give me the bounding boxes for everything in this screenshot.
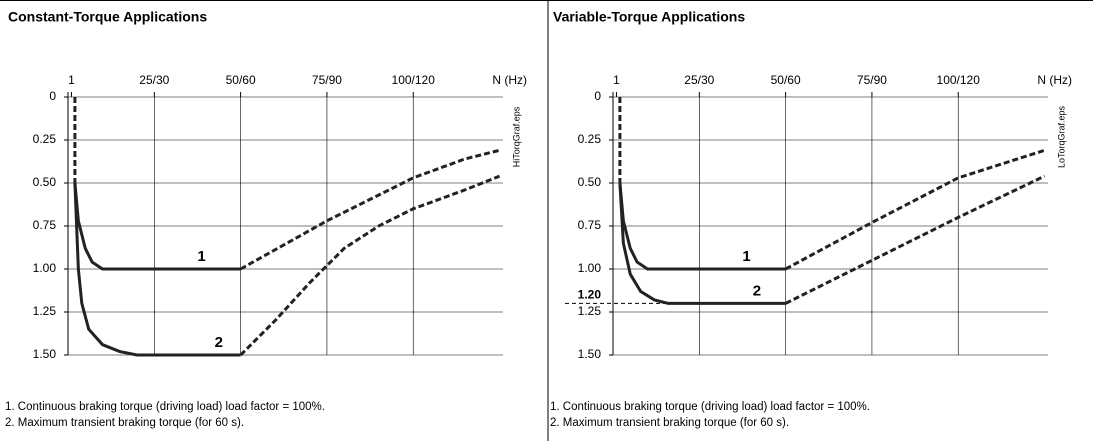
x-axis-label: N (Hz) xyxy=(1037,73,1072,87)
x-tick-label: 50/60 xyxy=(771,73,801,87)
side-label: LoTorqGraf.eps xyxy=(1056,105,1066,168)
x-tick-label: 75/90 xyxy=(857,73,887,87)
curve-label: 2 xyxy=(215,334,223,351)
y-tick-label: 0.25 xyxy=(33,132,57,146)
x-tick-label: 1 xyxy=(68,73,75,87)
y-tick-label: 1.00 xyxy=(33,261,57,275)
dashed-curve xyxy=(239,148,500,271)
y-tick-label: 1.50 xyxy=(578,347,602,361)
footnote: 1. Continuous braking torque (driving lo… xyxy=(550,401,870,413)
solid-curve xyxy=(73,182,241,271)
footnote: 2. Maximum transient braking torque (for… xyxy=(5,417,244,429)
panel-title: Variable-Torque Applications xyxy=(553,9,745,25)
x-axis-label: N (Hz) xyxy=(492,73,527,87)
reference-label: 1.20 xyxy=(578,288,602,302)
y-tick-label: 0.25 xyxy=(578,132,602,146)
y-tick-label: 0 xyxy=(594,89,601,103)
panel-title: Constant-Torque Applications xyxy=(8,9,207,25)
dashed-curve xyxy=(784,174,1046,305)
curve-label: 2 xyxy=(753,282,761,299)
y-tick-label: 1.00 xyxy=(578,261,602,275)
x-tick-label: 1 xyxy=(613,73,620,87)
x-tick-label: 25/30 xyxy=(684,73,714,87)
x-tick-label: 50/60 xyxy=(226,73,256,87)
y-tick-label: 1.50 xyxy=(33,347,57,361)
footnote: 2. Maximum transient braking torque (for… xyxy=(550,417,789,429)
x-tick-label: 100/120 xyxy=(937,73,981,87)
solid-curve xyxy=(73,182,241,357)
curve-label: 1 xyxy=(742,248,750,265)
x-tick-label: 75/90 xyxy=(312,73,342,87)
y-tick-label: 0.75 xyxy=(33,218,57,232)
y-tick-label: 0.50 xyxy=(578,175,602,189)
curve-label: 1 xyxy=(197,248,205,265)
y-tick-label: 0 xyxy=(49,89,56,103)
y-tick-label: 1.25 xyxy=(578,304,602,318)
y-tick-label: 0.75 xyxy=(578,218,602,232)
dashed-curve xyxy=(784,148,1046,271)
solid-curve xyxy=(618,182,786,305)
side-label: HiTorqGraf.eps xyxy=(511,106,521,167)
x-tick-label: 25/30 xyxy=(139,73,169,87)
dashed-curve xyxy=(239,174,501,357)
x-tick-label: 100/120 xyxy=(392,73,436,87)
footnote: 1. Continuous braking torque (driving lo… xyxy=(5,401,325,413)
y-tick-label: 1.25 xyxy=(33,304,57,318)
y-tick-label: 0.50 xyxy=(33,175,57,189)
